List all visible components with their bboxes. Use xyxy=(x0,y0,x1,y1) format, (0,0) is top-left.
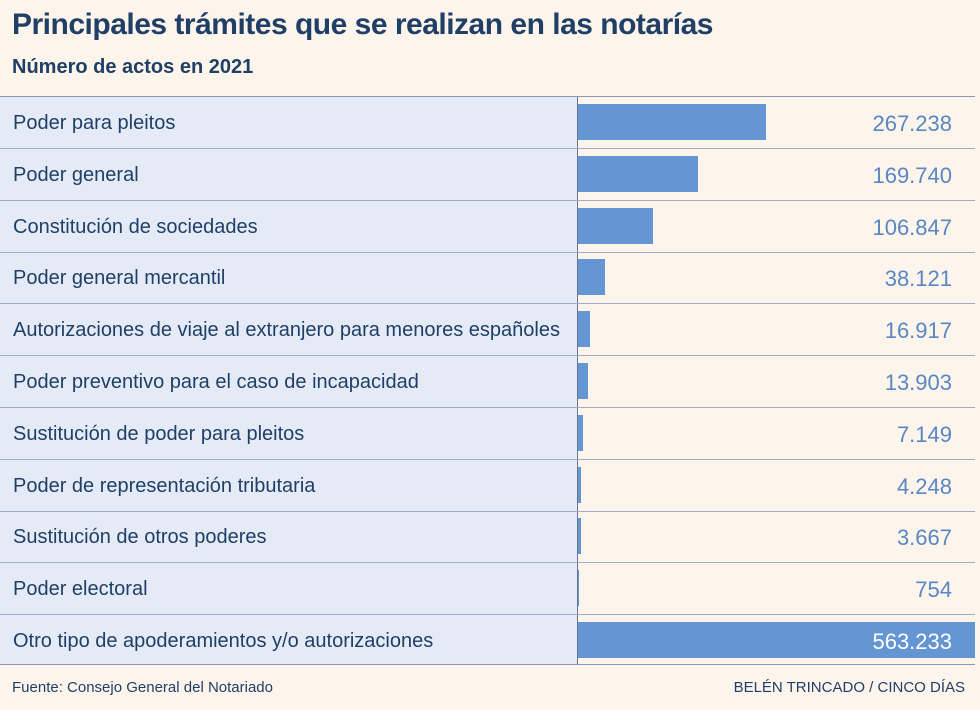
value-label: 3.667 xyxy=(896,525,952,551)
value-label: 267.238 xyxy=(872,111,952,136)
bar xyxy=(578,414,584,451)
category-label: Poder preventivo para el caso de incapac… xyxy=(13,371,419,393)
bar xyxy=(578,259,605,296)
table-row: Poder de representación tributaria 4.248 xyxy=(0,460,975,512)
category-label: Poder de representación tributaria xyxy=(13,474,316,497)
category-label: Constitución de sociedades xyxy=(13,215,258,238)
row-divider xyxy=(0,355,975,357)
label-column xyxy=(0,97,578,664)
row-divider xyxy=(0,251,975,253)
chart-title: Principales trámites que se realizan en … xyxy=(12,8,714,41)
row-divider xyxy=(0,303,975,305)
row-divider xyxy=(0,199,975,201)
table-row: Sustitución de poder para pleitos 7.149 xyxy=(0,408,975,460)
category-label: Poder electoral xyxy=(13,578,148,601)
table-row: Constitución de sociedades 106.847 xyxy=(0,201,975,253)
table-row: Sustitución de otros poderes 3.667 xyxy=(0,511,975,564)
row-divider xyxy=(0,510,975,512)
row-divider xyxy=(0,407,975,408)
row-divider xyxy=(0,458,975,460)
value-label: 754 xyxy=(915,577,952,603)
table-row: Poder general 169.740 xyxy=(0,149,975,201)
row-divider xyxy=(0,614,975,616)
bar xyxy=(578,311,590,348)
category-label: Poder general xyxy=(13,163,139,186)
table-row: Otro tipo de apoderamientos y/o autoriza… xyxy=(0,615,975,667)
table-row: Autorizaciones de viaje al extranjero pa… xyxy=(0,304,975,357)
category-label: Otro tipo de apoderamientos y/o autoriza… xyxy=(13,630,434,652)
category-label: Autorizaciones de viaje al extranjero pa… xyxy=(13,319,560,342)
chart-subtitle: Número de actos en 2021 xyxy=(12,56,254,78)
value-label: 16.917 xyxy=(884,318,952,344)
category-label: Sustitución de otros poderes xyxy=(13,526,267,549)
value-label: 7.149 xyxy=(896,421,952,447)
value-label: 38.121 xyxy=(884,266,952,292)
bar-chart: Poder para pleitos 267.238 Poder general 16… xyxy=(0,96,975,665)
table-row: Poder para pleitos 267.238 xyxy=(0,97,975,149)
table-row: Poder electoral 754 xyxy=(0,563,975,616)
source-note: Fuente: Consejo General del Notariado xyxy=(12,679,273,696)
table-row: Poder preventivo para el caso de incapac… xyxy=(0,356,975,408)
bar xyxy=(578,363,588,399)
value-label: 13.903 xyxy=(884,370,952,395)
author-credit: BELÉN TRINCADO / CINCO DÍAS xyxy=(733,679,965,696)
value-label: 169.740 xyxy=(872,162,952,188)
bar xyxy=(578,570,579,607)
row-divider xyxy=(0,148,975,149)
category-label: Poder general mercantil xyxy=(13,267,226,290)
bar xyxy=(578,155,698,192)
category-label: Sustitución de poder para pleitos xyxy=(13,422,305,445)
table-row: Poder general mercantil 38.121 xyxy=(0,252,975,305)
bar xyxy=(578,104,767,140)
bar xyxy=(578,207,654,244)
bar xyxy=(578,466,581,503)
value-label: 106.847 xyxy=(872,214,952,240)
bar xyxy=(578,518,581,555)
value-label: 4.248 xyxy=(896,473,952,499)
row-divider xyxy=(0,562,975,564)
category-label: Poder para pleitos xyxy=(13,112,176,134)
bar xyxy=(578,622,975,658)
value-label: 563.233 xyxy=(872,629,952,654)
